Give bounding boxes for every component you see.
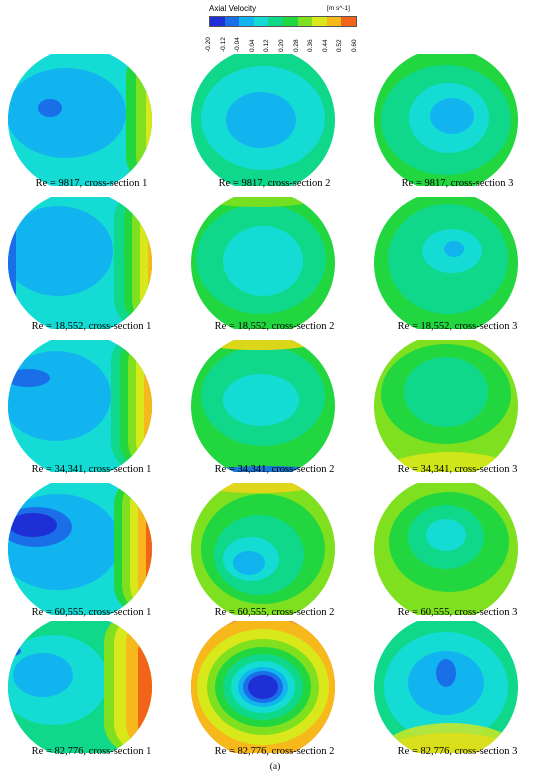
plot-caption: Re = 34,341, cross-section 3 [397, 464, 518, 475]
legend-swatch [297, 17, 313, 26]
contour-region [126, 54, 153, 186]
velocity-contour-section [373, 197, 519, 329]
velocity-contour-section [190, 340, 336, 472]
legend-swatch [341, 17, 356, 26]
contour-region [190, 340, 336, 350]
contour-region [126, 621, 153, 753]
legend-swatch [224, 17, 240, 26]
contour-region [190, 197, 336, 207]
contour-plot [183, 475, 366, 615]
contour-region [152, 340, 153, 472]
contour-region [136, 340, 153, 472]
legend-unit: [m s^-1] [327, 5, 350, 12]
velocity-contour-section [190, 54, 336, 186]
contour-region [138, 623, 153, 753]
contour-region [404, 357, 488, 427]
velocity-contour-section [373, 54, 519, 186]
legend-swatch [326, 17, 342, 26]
contour-region [148, 199, 153, 329]
contour-plot [0, 475, 183, 615]
contour-region [223, 226, 303, 296]
contour-plot [183, 46, 366, 186]
plot-caption: Re = 9817, cross-section 2 [218, 178, 331, 189]
contour-region [436, 659, 456, 687]
contour-region [223, 374, 299, 426]
contour-region [9, 513, 57, 537]
velocity-contour-section [7, 340, 153, 472]
plot-caption: Re = 18,552, cross-section 2 [214, 321, 335, 332]
color-legend: Axial Velocity [m s^-1] -0.20 -0.12 -0.04 0… [0, 0, 550, 56]
contour-region [38, 99, 62, 117]
contour-plot [183, 189, 366, 329]
plot-caption: Re = 82,776, cross-section 1 [31, 746, 152, 757]
velocity-contour-section [190, 197, 336, 329]
legend-colorbar [209, 16, 357, 27]
contour-plot [366, 613, 549, 753]
contour-region [233, 551, 265, 575]
contour-plot [366, 46, 549, 186]
velocity-contour-section [190, 483, 336, 615]
contour-region [7, 351, 111, 441]
contour-region [132, 197, 153, 329]
contour-region [426, 519, 466, 551]
plot-caption: Re = 60,555, cross-section 2 [214, 607, 335, 618]
contour-plot [0, 46, 183, 186]
contour-region [138, 483, 153, 615]
contour-region [248, 675, 278, 699]
contour-region [7, 68, 126, 158]
plot-caption: Re = 82,776, cross-section 2 [214, 746, 335, 757]
velocity-contour-section [373, 340, 519, 472]
plot-caption: Re = 9817, cross-section 3 [401, 178, 514, 189]
plot-caption: Re = 18,552, cross-section 1 [31, 321, 152, 332]
contour-region [7, 206, 113, 296]
contour-region [7, 369, 50, 387]
contour-region [144, 340, 153, 472]
velocity-contour-section [7, 197, 153, 329]
velocity-contour-section [373, 483, 519, 615]
contour-region [140, 197, 153, 329]
contour-region [190, 483, 336, 493]
contour-plot [0, 189, 183, 329]
contour-plot [366, 332, 549, 472]
legend-swatch [210, 17, 225, 26]
velocity-contour-section [7, 54, 153, 186]
velocity-contour-section [373, 621, 519, 753]
contour-plot [0, 332, 183, 472]
plot-caption: Re = 60,555, cross-section 3 [397, 607, 518, 618]
contour-plot [366, 189, 549, 329]
legend-swatch [253, 17, 269, 26]
legend-swatch [282, 17, 298, 26]
contour-region [146, 54, 153, 186]
contour-region [444, 241, 464, 257]
contour-region [136, 54, 153, 186]
contour-region [130, 483, 153, 615]
contour-plot [183, 332, 366, 472]
contour-region [7, 197, 16, 329]
legend-swatch [268, 17, 283, 26]
plot-caption: Re = 18,552, cross-section 3 [397, 321, 518, 332]
velocity-contour-section [190, 621, 336, 753]
contour-region [13, 653, 73, 697]
legend-swatch [239, 17, 254, 26]
contour-plot [366, 475, 549, 615]
contour-region [146, 483, 153, 615]
legend-swatch [312, 17, 327, 26]
plot-caption: Re = 34,341, cross-section 1 [31, 464, 152, 475]
legend-title: Axial Velocity [209, 4, 257, 13]
velocity-contour-section [7, 621, 153, 753]
figure-label: (a) [269, 762, 281, 772]
contour-region [7, 646, 21, 656]
velocity-contour-section [7, 483, 153, 615]
plot-caption: Re = 82,776, cross-section 3 [397, 746, 518, 757]
contour-region [226, 92, 296, 148]
contour-plot [183, 613, 366, 753]
contour-region [380, 723, 519, 753]
plot-caption: Re = 34,341, cross-section 2 [214, 464, 335, 475]
plot-caption: Re = 9817, cross-section 1 [35, 178, 148, 189]
contour-region [430, 98, 474, 134]
contour-plot [0, 613, 183, 753]
plot-caption: Re = 60,555, cross-section 1 [31, 607, 152, 618]
